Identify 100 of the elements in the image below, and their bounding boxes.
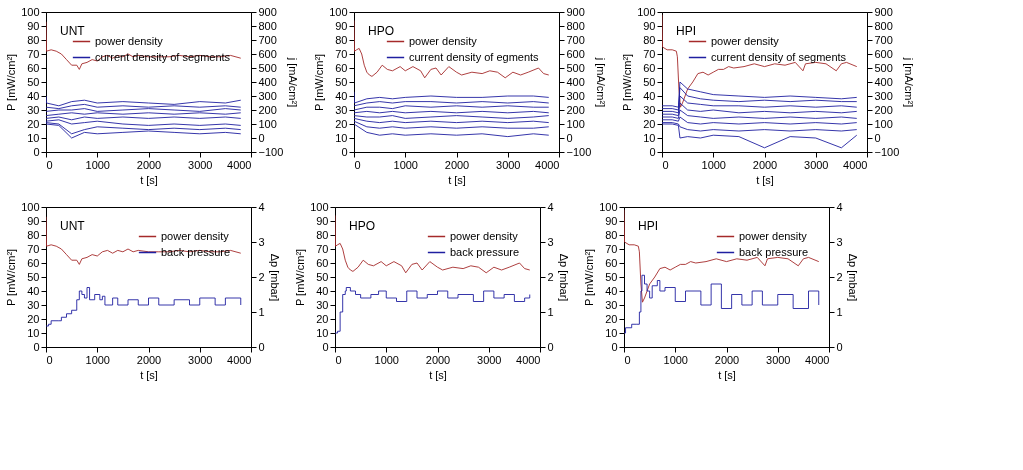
- y-tick-label: 30: [316, 298, 329, 311]
- x-axis-title: t [s]: [756, 173, 774, 186]
- x-tick-label: 3000: [477, 353, 502, 366]
- y2-tick-label: 200: [874, 103, 893, 116]
- y-tick-label: 100: [329, 5, 348, 18]
- y-tick-label: 80: [605, 228, 618, 241]
- y-tick-label: 30: [643, 103, 656, 116]
- y-tick-label: 40: [27, 89, 40, 102]
- y2-tick-label: 3: [547, 235, 554, 248]
- y-tick-label: 100: [599, 200, 618, 213]
- y-axis-title: P [mW/cm²]: [313, 53, 326, 112]
- y-axis-title: P [mW/cm²]: [5, 248, 18, 307]
- y-tick-label: 0: [649, 145, 656, 158]
- y-tick-label: 100: [21, 200, 40, 213]
- y2-tick-label: 800: [874, 19, 893, 32]
- y2-tick-label: 700: [566, 33, 585, 46]
- y2-axis-title: j [mA/cm²]: [287, 56, 300, 108]
- y-tick-label: 50: [27, 270, 40, 283]
- y-tick-label: 50: [643, 75, 656, 88]
- y2-tick-label: 900: [874, 5, 893, 18]
- y-tick-label: 0: [322, 340, 329, 353]
- y2-tick-label: 4: [547, 200, 554, 213]
- y2-tick-label: 400: [258, 75, 277, 88]
- y-tick-label: 90: [316, 214, 329, 227]
- y-tick-label: 20: [27, 312, 40, 325]
- y-tick-label: 10: [605, 326, 618, 339]
- y-tick-label: 30: [335, 103, 348, 116]
- x-tick-label: 4000: [227, 353, 252, 366]
- y2-axis-title: Δp [mbar]: [846, 253, 859, 302]
- y-tick-label: 50: [27, 75, 40, 88]
- x-tick-label: 2000: [136, 353, 162, 366]
- y-tick-label: 10: [316, 326, 329, 339]
- y2-axis-title: j [mA/cm²]: [595, 56, 608, 108]
- y-tick-label: 20: [335, 117, 348, 130]
- y-tick-label: 100: [310, 200, 329, 213]
- x-tick-label: 2000: [752, 158, 778, 171]
- y-tick-label: 60: [27, 256, 40, 269]
- y-tick-label: 70: [643, 47, 656, 60]
- legend-label: back pressure: [739, 245, 809, 258]
- y2-tick-label: 2: [258, 270, 265, 283]
- y2-tick-label: 0: [874, 131, 881, 144]
- y2-tick-label: 0: [258, 340, 265, 353]
- y-tick-label: 40: [27, 284, 40, 297]
- x-tick-label: 0: [46, 158, 53, 171]
- x-tick-label: 3000: [804, 158, 829, 171]
- y-tick-label: 70: [316, 242, 329, 255]
- y2-tick-label: 1: [547, 305, 554, 318]
- y2-tick-label: 300: [874, 89, 893, 102]
- y2-tick-label: 4: [258, 200, 265, 213]
- x-tick-label: 3000: [496, 158, 521, 171]
- y-tick-label: 0: [33, 145, 40, 158]
- x-axis-title: t [s]: [140, 173, 158, 186]
- y-tick-label: 10: [643, 131, 656, 144]
- annotation: UNT: [60, 24, 86, 38]
- y-tick-label: 80: [27, 33, 40, 46]
- y-tick-label: 70: [335, 47, 348, 60]
- y2-tick-label: 600: [258, 47, 277, 60]
- y2-tick-label: 300: [258, 89, 277, 102]
- x-axis-title: t [s]: [140, 368, 158, 381]
- x-tick-label: 3000: [188, 158, 213, 171]
- y2-axis-title: Δp [mbar]: [268, 253, 281, 302]
- x-tick-label: 3000: [766, 353, 791, 366]
- y-axis-title: P [mW/cm²]: [583, 248, 596, 307]
- x-tick-label: 1000: [85, 158, 110, 171]
- y2-tick-label: 100: [874, 117, 893, 130]
- y2-tick-label: 0: [258, 131, 265, 144]
- y-tick-label: 20: [316, 312, 329, 325]
- x-tick-label: 1000: [85, 353, 110, 366]
- legend-label: current density of egments: [409, 50, 540, 63]
- y-tick-label: 90: [27, 214, 40, 227]
- y-tick-label: 60: [316, 256, 329, 269]
- x-tick-label: 4000: [535, 158, 560, 171]
- x-tick-label: 1000: [663, 353, 688, 366]
- x-tick-label: 2000: [136, 158, 162, 171]
- y-tick-label: 70: [27, 47, 40, 60]
- legend-label: power density: [95, 34, 164, 47]
- x-tick-label: 4000: [516, 353, 541, 366]
- x-tick-label: 0: [662, 158, 669, 171]
- y-tick-label: 10: [27, 131, 40, 144]
- x-tick-label: 4000: [805, 353, 830, 366]
- y2-tick-label: 700: [258, 33, 277, 46]
- y2-tick-label: 500: [566, 61, 585, 74]
- x-tick-label: 3000: [188, 353, 213, 366]
- x-tick-label: 4000: [227, 158, 252, 171]
- y2-tick-label: 4: [836, 200, 843, 213]
- y-tick-label: 50: [605, 270, 618, 283]
- legend-label: power density: [161, 229, 230, 242]
- legend-label: current density of segments: [711, 50, 847, 63]
- y2-tick-label: 3: [836, 235, 843, 248]
- y2-axis-title: j [mA/cm²]: [903, 56, 916, 108]
- y-tick-label: 80: [27, 228, 40, 241]
- legend-label: back pressure: [450, 245, 520, 258]
- y2-tick-label: 300: [566, 89, 585, 102]
- y-tick-label: 40: [605, 284, 618, 297]
- y-tick-label: 10: [27, 326, 40, 339]
- y-tick-label: 30: [605, 298, 618, 311]
- y-axis-title: P [mW/cm²]: [621, 53, 634, 112]
- y2-tick-label: 200: [258, 103, 277, 116]
- x-tick-label: 4000: [843, 158, 868, 171]
- y2-tick-label: 2: [547, 270, 554, 283]
